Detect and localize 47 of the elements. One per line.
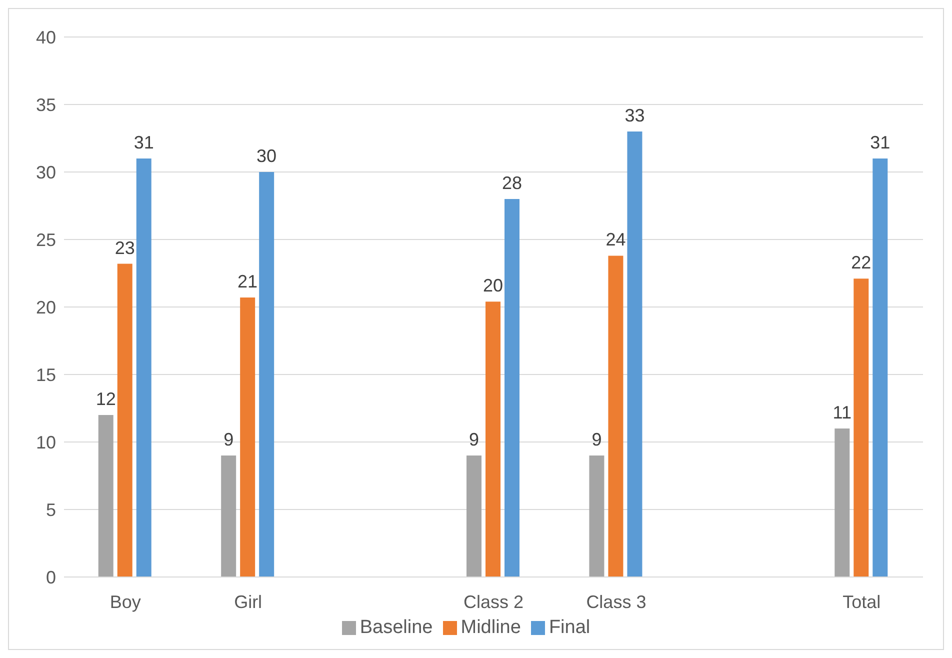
data-label: 33 — [624, 106, 645, 126]
y-tick-label: 25 — [36, 230, 56, 250]
y-tick-label: 30 — [36, 162, 56, 182]
legend-label: Midline — [460, 617, 521, 638]
bar — [117, 264, 132, 577]
x-tick-label: Girl — [234, 592, 262, 612]
data-label: 12 — [96, 389, 116, 409]
data-label: 23 — [114, 238, 135, 258]
data-label: 20 — [482, 276, 504, 296]
bar — [240, 298, 256, 577]
bar — [872, 158, 888, 577]
y-tick-label: 0 — [46, 567, 56, 588]
y-tick-label: 15 — [36, 364, 56, 385]
data-label: 30 — [256, 146, 277, 166]
data-label: 22 — [851, 252, 872, 273]
bar — [486, 302, 501, 577]
x-tick-label: Class 2 — [463, 592, 524, 612]
bar — [221, 456, 236, 577]
data-label: 9 — [592, 430, 602, 450]
legend-label: Final — [548, 617, 590, 638]
data-label: 28 — [502, 173, 522, 193]
y-tick-label: 40 — [36, 27, 56, 48]
bar — [259, 172, 274, 577]
y-tick-label: 20 — [36, 297, 56, 318]
data-label: 9 — [224, 430, 234, 450]
y-tick-label: 35 — [36, 94, 56, 115]
data-label: 31 — [134, 132, 154, 152]
data-label: 24 — [606, 230, 626, 250]
bar — [608, 256, 624, 577]
bar — [466, 456, 482, 577]
bar — [504, 199, 520, 577]
y-tick-label: 5 — [46, 500, 56, 520]
x-tick-label: Class 3 — [586, 592, 646, 612]
bar — [627, 132, 642, 577]
bar — [834, 428, 850, 577]
data-label: 31 — [870, 132, 890, 152]
data-label: 11 — [832, 402, 852, 422]
bar — [854, 278, 869, 577]
data-label: 21 — [238, 272, 258, 292]
bar — [589, 456, 604, 577]
y-tick-label: 10 — [36, 432, 56, 452]
legend-label: Baseline — [360, 617, 433, 638]
x-tick-label: Boy — [110, 592, 141, 612]
x-tick-label: Total — [842, 592, 881, 612]
bar — [136, 158, 152, 577]
data-label: 9 — [468, 430, 480, 450]
bar — [98, 415, 114, 577]
